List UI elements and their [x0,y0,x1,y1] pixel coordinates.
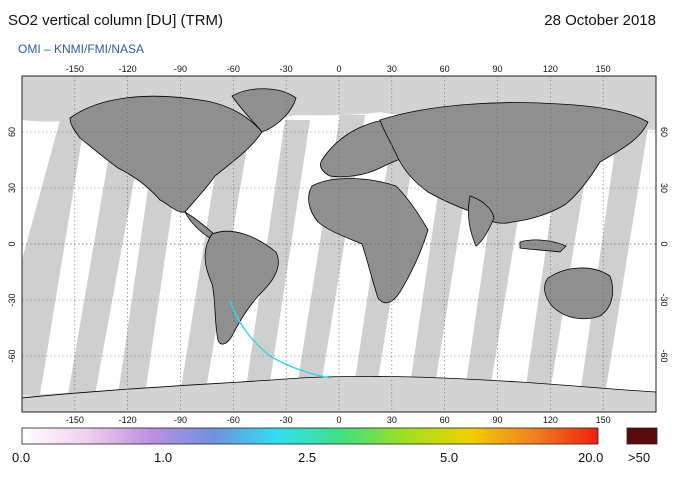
lon-tick-top--30: -30 [280,64,293,74]
map-frame [21,75,657,413]
land-australia [544,267,614,320]
lat-tick-left--60: -60 [7,349,17,362]
colorbar-label-2: 2.5 [298,450,317,465]
colorbar-label-1: 1.0 [154,450,173,465]
lon-tick-bottom-150: 150 [596,415,611,425]
land-india [468,195,495,247]
lat-tick-left--30: -30 [7,293,17,306]
map-date: 28 October 2018 [544,12,656,29]
lat-tick-left-0: 0 [7,241,17,246]
lon-tick-bottom--150: -150 [66,415,84,425]
lon-tick-bottom-60: 60 [440,415,450,425]
colorbar-label-4: 20.0 [578,450,604,465]
land-south-america [204,230,279,345]
colorbar-label-3: 5.0 [440,450,459,465]
lat-tick-right-30: 30 [659,183,669,193]
land-north-america [69,95,263,213]
lon-tick-top-0: 0 [336,64,341,74]
colorbar-label-overflow: >50 [628,450,651,465]
lon-ticks-bottom: -150 -120 -90 -60 -30 0 30 60 90 120 150 [66,415,611,425]
data-credit: OMI – KNMI/FMI/NASA [18,42,145,56]
lon-tick-top-60: 60 [440,64,450,74]
colorbar-label-0: 0.0 [12,450,31,465]
lat-tick-right--60: -60 [659,349,669,362]
lon-tick-top--90: -90 [174,64,187,74]
land-indonesia [519,239,567,253]
colorbar-overflow [626,427,658,445]
lon-ticks-top: -150 -120 -90 -60 -30 0 30 60 90 120 150 [66,64,611,74]
lon-tick-top-150: 150 [596,64,611,74]
lat-tick-right-0: 0 [659,241,669,246]
gridlines [22,76,656,412]
lon-tick-top-90: 90 [492,64,502,74]
map-title: SO2 vertical column [DU] (TRM) [8,12,224,29]
lon-tick-top--60: -60 [227,64,240,74]
lon-tick-top--150: -150 [66,64,84,74]
land-greenland [231,88,297,133]
lat-tick-right-60: 60 [659,127,669,137]
lon-tick-top--120: -120 [119,64,137,74]
colorbar [21,427,599,445]
lon-tick-bottom--90: -90 [174,415,187,425]
lon-tick-bottom-30: 30 [387,415,397,425]
land-asia [379,102,649,224]
lat-ticks-left: 60 30 0 -30 -60 [7,127,17,363]
lon-tick-bottom-120: 120 [543,415,558,425]
lon-tick-bottom--60: -60 [227,415,240,425]
lon-tick-top-30: 30 [387,64,397,74]
lat-tick-left-60: 60 [7,127,17,137]
lon-tick-bottom-0: 0 [336,415,341,425]
lat-tick-left-30: 30 [7,183,17,193]
lon-tick-bottom-90: 90 [492,415,502,425]
lat-tick-right--30: -30 [659,293,669,306]
lon-tick-top-120: 120 [543,64,558,74]
lon-tick-bottom--120: -120 [119,415,137,425]
lon-tick-bottom--30: -30 [280,415,293,425]
lat-ticks-right: 60 30 0 -30 -60 [659,127,669,363]
land-africa [308,178,429,304]
